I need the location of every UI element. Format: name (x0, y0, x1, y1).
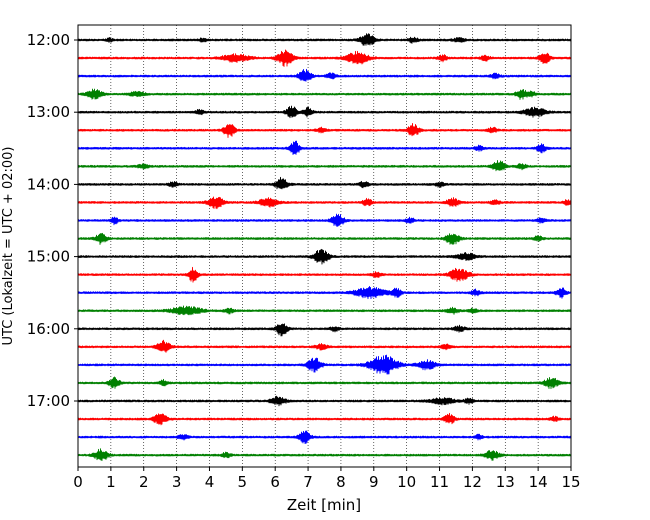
x-tick-label: 12 (463, 473, 482, 491)
trace-line-1730 (77, 430, 572, 444)
trace-line-1445 (77, 232, 572, 245)
x-tick-label: 2 (139, 473, 149, 491)
trace-line-1715 (77, 412, 572, 426)
x-tick-label: 10 (397, 473, 416, 491)
x-tick-label: 8 (336, 473, 346, 491)
trace-line-1345 (77, 160, 572, 172)
trace-line-1515 (77, 266, 572, 283)
x-tick-label: 14 (529, 473, 548, 491)
trace-line-1330 (77, 140, 572, 155)
trace-line-1415 (77, 196, 572, 210)
y-tick-label: 17:00 (27, 392, 70, 410)
trace-line-1600 (77, 323, 572, 337)
seismic-traces (77, 33, 572, 462)
x-tick-label: 6 (270, 473, 280, 491)
x-tick-label: 11 (430, 473, 449, 491)
y-axis-ticks: 12:00 13:00 14:00 15:00 16:00 17:00 (27, 31, 78, 410)
y-tick-label: 13:00 (27, 103, 70, 121)
x-tick-label: 4 (205, 473, 215, 491)
trace-line-1645 (77, 376, 572, 390)
y-tick-label: 14:00 (27, 175, 70, 193)
trace-line-1200 (77, 33, 572, 46)
x-tick-label: 5 (238, 473, 248, 491)
x-tick-label: 9 (369, 473, 379, 491)
y-tick-label: 16:00 (27, 320, 70, 338)
trace-line-1545 (77, 305, 572, 316)
trace-line-1500 (77, 248, 572, 265)
y-tick-label: 12:00 (27, 31, 70, 49)
trace-line-1630 (77, 354, 572, 375)
trace-line-1615 (77, 339, 572, 353)
trace-line-1215 (77, 49, 572, 67)
trace-line-1315 (77, 122, 572, 138)
y-tick-label: 15:00 (27, 248, 70, 266)
x-tick-label: 1 (106, 473, 116, 491)
trace-line-1700 (77, 395, 572, 407)
x-tick-label: 7 (303, 473, 313, 491)
trace-line-1300 (77, 105, 572, 119)
trace-line-1230 (77, 68, 572, 82)
trace-line-1745 (77, 448, 572, 462)
trace-line-1400 (77, 176, 572, 190)
x-tick-label: 3 (172, 473, 182, 491)
x-tick-label: 15 (561, 473, 580, 491)
x-tick-label: 13 (496, 473, 515, 491)
x-axis-label: Zeit [min] (287, 496, 361, 514)
trace-line-1530 (77, 285, 572, 300)
trace-line-1245 (77, 88, 572, 100)
x-tick-label: 0 (73, 473, 83, 491)
y-axis-label: UTC (Lokalzeit = UTC + 02:00) (1, 147, 16, 346)
x-axis-ticks: 0 1 2 3 4 5 6 7 8 9 10 11 12 13 14 15 (73, 467, 581, 491)
plot-frame (77, 24, 572, 468)
trace-line-1430 (77, 213, 572, 228)
